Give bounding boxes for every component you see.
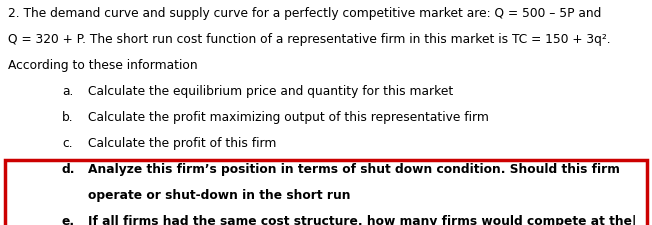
- Text: If all firms had the same cost structure, how many firms would compete at the|: If all firms had the same cost structure…: [88, 214, 636, 225]
- Text: d.: d.: [62, 162, 76, 175]
- Text: a.: a.: [62, 84, 73, 97]
- Text: e.: e.: [62, 214, 75, 225]
- Text: Calculate the profit maximizing output of this representative firm: Calculate the profit maximizing output o…: [88, 110, 489, 123]
- Text: Calculate the profit of this firm: Calculate the profit of this firm: [88, 136, 276, 149]
- Text: c.: c.: [62, 136, 72, 149]
- Text: b.: b.: [62, 110, 74, 123]
- Text: Analyze this firm’s position in terms of shut down condition. Should this firm: Analyze this firm’s position in terms of…: [88, 162, 620, 175]
- Text: Calculate the equilibrium price and quantity for this market: Calculate the equilibrium price and quan…: [88, 84, 453, 97]
- Text: operate or shut-down in the short run: operate or shut-down in the short run: [88, 188, 351, 201]
- Text: According to these information: According to these information: [8, 58, 198, 72]
- Text: 2. The demand curve and supply curve for a perfectly competitive market are: Q =: 2. The demand curve and supply curve for…: [8, 7, 601, 20]
- Text: Q = 320 + P. The short run cost function of a representative firm in this market: Q = 320 + P. The short run cost function…: [8, 33, 610, 46]
